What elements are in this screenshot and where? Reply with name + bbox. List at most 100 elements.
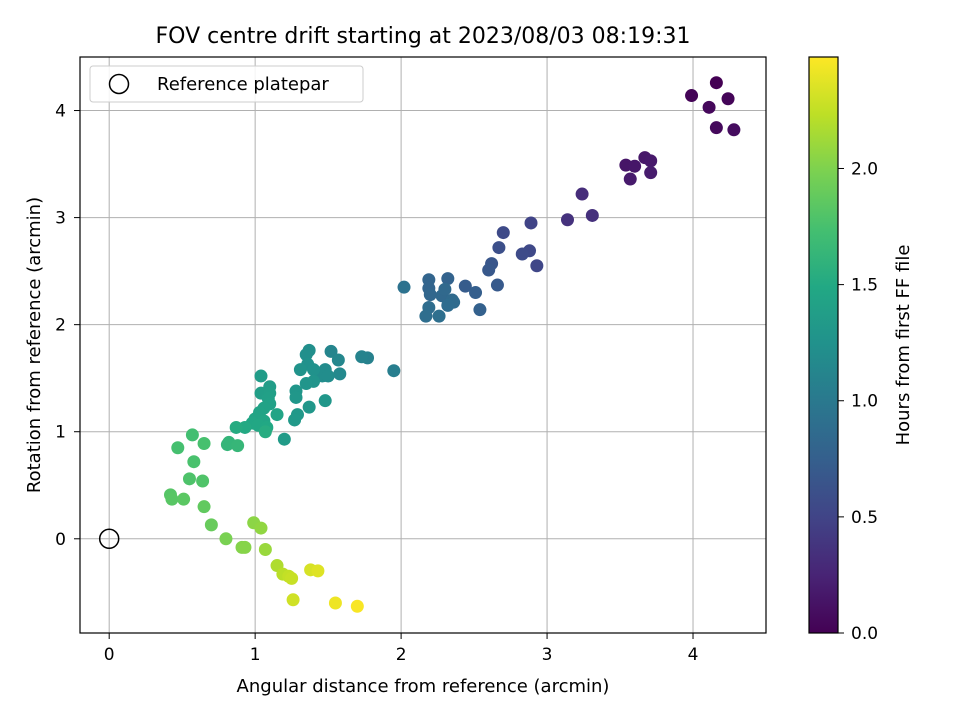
data-point <box>196 474 210 488</box>
x-axis-label: Angular distance from reference (arcmin) <box>237 676 610 697</box>
data-point <box>277 432 291 446</box>
data-point <box>441 298 455 312</box>
data-point <box>231 439 245 453</box>
data-point <box>285 571 299 585</box>
data-point <box>321 369 335 383</box>
data-point <box>286 593 300 607</box>
data-point <box>482 263 496 277</box>
legend-label-reference: Reference platepar <box>157 74 329 95</box>
data-point <box>324 344 338 358</box>
data-point <box>496 226 510 240</box>
data-point <box>530 259 544 273</box>
data-point <box>333 367 347 381</box>
scatter-points <box>163 76 741 613</box>
data-point <box>238 540 252 554</box>
data-point <box>288 413 302 427</box>
data-point <box>182 472 196 486</box>
data-point <box>185 428 199 442</box>
data-point <box>350 599 364 613</box>
colorbar-tick-label: 2.0 <box>851 159 878 179</box>
data-point <box>302 400 316 414</box>
data-point <box>492 241 506 255</box>
data-point <box>628 159 642 173</box>
data-point <box>709 76 723 90</box>
chart-title: FOV centre drift starting at 2023/08/03 … <box>156 24 691 49</box>
colorbar-tick-label: 0.0 <box>851 624 878 644</box>
colorbar: 0.0 0.5 1.0 1.5 2.0 Hours from first FF file <box>808 56 914 644</box>
colorbar-ticks: 0.0 0.5 1.0 1.5 2.0 <box>838 159 878 644</box>
data-point <box>229 420 243 434</box>
x-tick-label: 3 <box>542 645 553 665</box>
data-point <box>270 408 284 422</box>
data-point <box>585 208 599 222</box>
colorbar-label: Hours from first FF file <box>893 245 914 446</box>
data-point <box>289 390 303 404</box>
data-point <box>299 377 313 391</box>
y-tick-label: 2 <box>55 316 66 336</box>
data-point <box>644 166 658 180</box>
reference-platepar-marker <box>98 528 120 550</box>
data-point <box>423 288 437 302</box>
data-point <box>432 309 446 323</box>
data-point <box>318 394 332 408</box>
colorbar-tick-label: 1.0 <box>851 392 878 412</box>
data-point <box>197 436 211 450</box>
data-point <box>311 564 325 578</box>
data-point <box>171 441 185 455</box>
data-point <box>419 309 433 323</box>
data-point <box>328 596 342 610</box>
data-point <box>685 89 699 103</box>
data-point <box>220 438 234 452</box>
data-point <box>515 247 529 261</box>
data-point <box>524 216 538 230</box>
data-point <box>490 278 504 292</box>
legend-marker-reference <box>108 73 130 95</box>
data-point <box>258 425 272 439</box>
y-tick-label: 0 <box>55 530 66 550</box>
data-point <box>575 187 589 201</box>
data-point <box>197 500 211 514</box>
data-point <box>473 303 487 317</box>
data-point <box>299 348 313 362</box>
data-point <box>204 518 218 532</box>
data-point <box>397 280 411 294</box>
data-point <box>644 154 658 168</box>
data-point <box>355 350 369 364</box>
data-point <box>254 521 268 535</box>
data-point <box>331 353 345 367</box>
y-tick-label: 1 <box>55 423 66 443</box>
data-point <box>293 363 307 377</box>
data-point <box>177 492 191 506</box>
legend: Reference platepar <box>89 65 364 103</box>
data-point <box>438 282 452 296</box>
grid-lines <box>80 57 766 633</box>
x-tick-label: 1 <box>250 645 261 665</box>
data-point <box>709 121 723 135</box>
data-point <box>727 123 741 137</box>
data-point <box>187 455 201 469</box>
axis-ticks: 0 1 2 3 4 0 1 2 3 4 <box>55 102 698 665</box>
data-point <box>387 364 401 378</box>
data-point <box>219 532 233 546</box>
data-point <box>441 272 455 286</box>
x-tick-label: 0 <box>104 645 115 665</box>
y-tick-label: 3 <box>55 209 66 229</box>
data-point <box>560 213 574 227</box>
colorbar-gradient <box>808 56 839 634</box>
data-point <box>458 279 472 293</box>
data-point <box>702 100 716 114</box>
data-point <box>721 92 735 106</box>
x-tick-label: 2 <box>396 645 407 665</box>
data-point <box>307 363 321 377</box>
y-axis-label: Rotation from reference (arcmin) <box>24 197 45 493</box>
x-tick-label: 4 <box>688 645 699 665</box>
colorbar-tick-label: 0.5 <box>851 508 878 528</box>
y-tick-label: 4 <box>55 102 66 122</box>
plot-frame <box>79 56 767 634</box>
data-point <box>258 542 272 556</box>
data-point <box>165 492 179 506</box>
data-point <box>623 172 637 186</box>
colorbar-tick-label: 1.5 <box>851 276 878 296</box>
data-point <box>469 286 483 300</box>
